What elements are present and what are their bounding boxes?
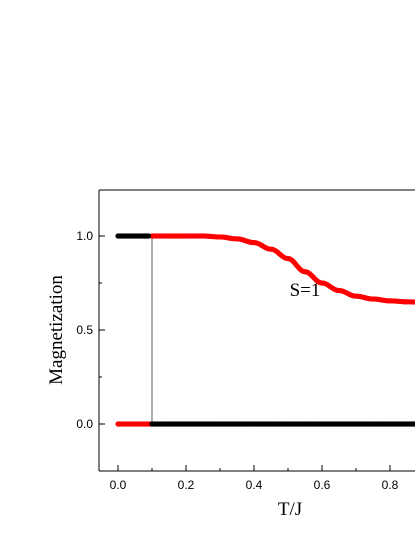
y-tick-label: 0.0	[76, 417, 93, 431]
x-tick-label: 0.0	[110, 478, 127, 492]
x-tick-label: 0.2	[178, 478, 195, 492]
y-axis-title: Magnetization	[46, 275, 67, 385]
x-axis-title: T/J	[278, 499, 302, 520]
series-1	[115, 421, 155, 427]
y-tick-label: 1.0	[76, 229, 93, 243]
x-tick-label: 0.4	[246, 478, 263, 492]
y-tick-label: 0.5	[76, 323, 93, 337]
series-0	[149, 233, 415, 305]
annotation-spin-label: S=1	[290, 280, 321, 301]
series-2	[115, 233, 152, 239]
series-3	[149, 421, 415, 427]
x-tick-label: 0.6	[314, 478, 331, 492]
data-point	[146, 233, 152, 239]
x-tick-label: 0.8	[382, 478, 399, 492]
